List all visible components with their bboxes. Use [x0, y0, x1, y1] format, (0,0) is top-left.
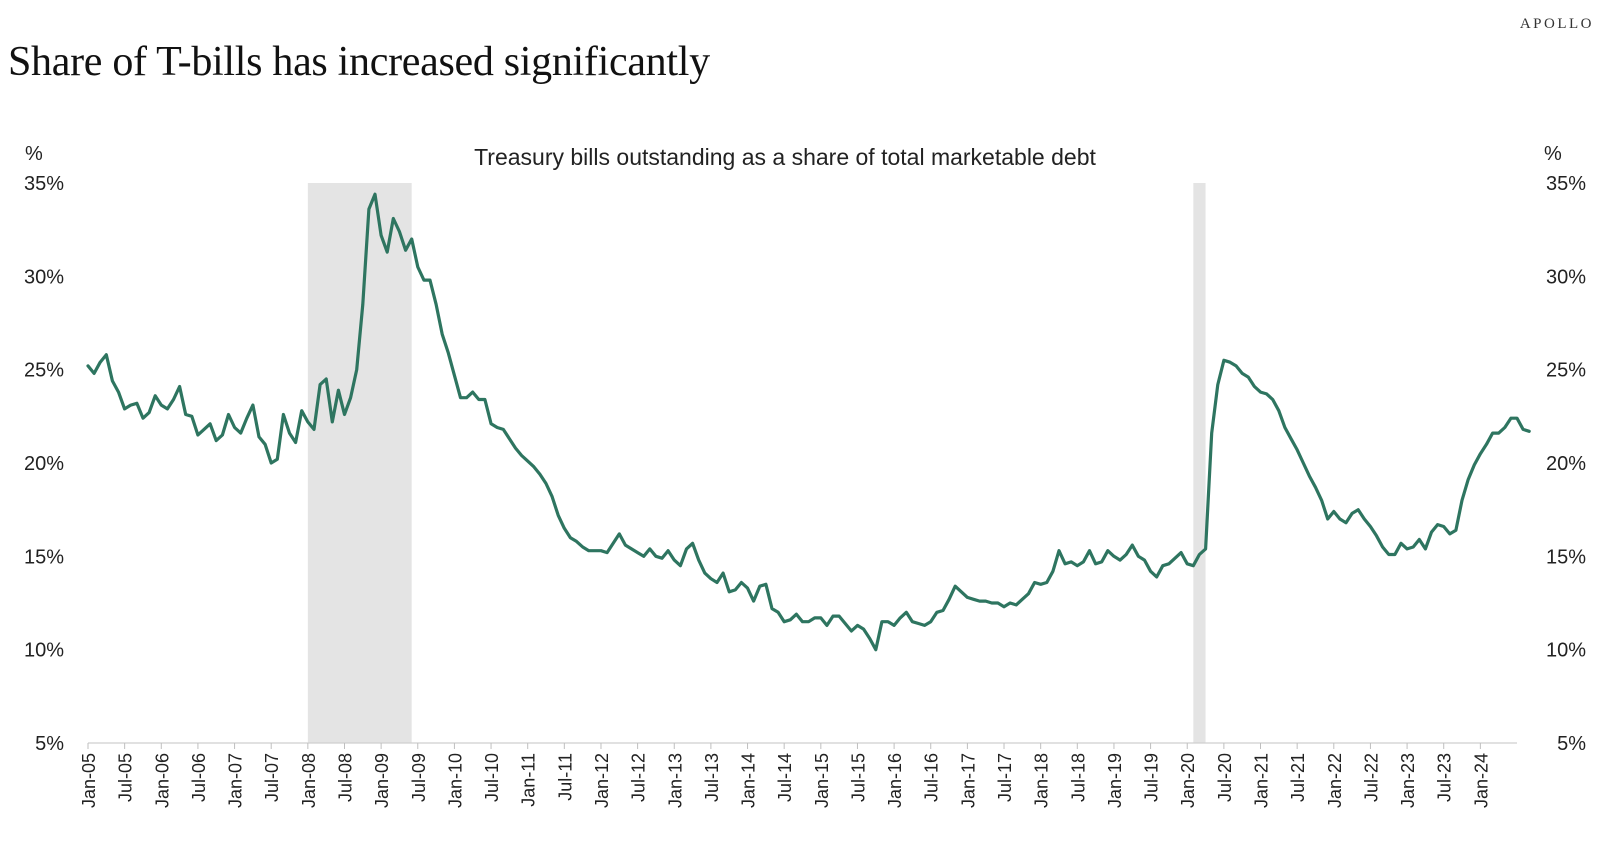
x-tick-label: Jul-12 — [629, 753, 649, 802]
x-tick-label: Jul-08 — [335, 753, 355, 802]
y-tick-label-left: 20% — [24, 453, 64, 475]
x-tick-label: Jul-11 — [555, 753, 575, 801]
x-tick-label: Jan-22 — [1325, 753, 1345, 808]
y-tick-label-left: 10% — [24, 640, 64, 662]
x-tick-label: Jan-09 — [372, 753, 392, 808]
y-tick-label-right: 10% — [1546, 640, 1586, 662]
x-tick-label: Jul-23 — [1435, 753, 1455, 802]
x-tick-label: Jan-21 — [1252, 753, 1272, 808]
x-tick-label: Jan-19 — [1105, 753, 1125, 808]
y-axis-unit-right: % — [1544, 143, 1562, 165]
y-axis-right: 5% 10% 15% 20% 25% 30% 35% — [1546, 173, 1586, 755]
recession-shading — [307, 183, 1206, 743]
page-title: Share of T-bills has increased significa… — [8, 39, 710, 85]
x-tick-label: Jan-14 — [739, 753, 759, 808]
x-tick-label: Jan-05 — [79, 753, 99, 808]
y-tick-label-right: 15% — [1546, 546, 1586, 568]
x-tick-label: Jul-15 — [848, 753, 868, 802]
x-tick-label: Jul-09 — [409, 753, 429, 802]
x-tick-label: Jan-17 — [958, 753, 978, 808]
y-tick-label-left: 5% — [35, 733, 64, 755]
x-tick-label: Jul-14 — [775, 753, 795, 802]
x-tick-label: Jul-22 — [1361, 753, 1381, 802]
x-tick-label: Jul-21 — [1288, 753, 1308, 802]
y-tick-label-right: 35% — [1546, 173, 1586, 195]
x-tick-label: Jan-16 — [885, 753, 905, 808]
y-tick-label-right: 5% — [1557, 733, 1586, 755]
x-tick-label: Jul-13 — [702, 753, 722, 802]
x-tick-label: Jan-23 — [1398, 753, 1418, 808]
x-tick-label: Jan-13 — [665, 753, 685, 808]
x-tick-label: Jul-17 — [995, 753, 1015, 802]
x-tick-label: Jul-10 — [482, 753, 502, 802]
y-tick-label-right: 25% — [1546, 360, 1586, 382]
x-tick-label: Jul-16 — [922, 753, 942, 802]
series-line-0 — [86, 192, 1531, 652]
x-tick-label: Jan-15 — [812, 753, 832, 808]
recession-band-0 — [307, 183, 412, 743]
x-tick-label: Jul-19 — [1142, 753, 1162, 802]
x-tick-label: Jul-05 — [116, 753, 136, 802]
x-tick-label: Jan-24 — [1471, 753, 1491, 808]
y-tick-label-left: 35% — [24, 173, 64, 195]
x-tick-label: Jan-06 — [152, 753, 172, 808]
x-tick-label: Jan-07 — [226, 753, 246, 808]
x-tick-label: Jan-11 — [519, 753, 539, 807]
recession-band-1 — [1193, 183, 1206, 743]
x-tick-label: Jul-20 — [1215, 753, 1235, 802]
x-tick-label: Jan-18 — [1032, 753, 1052, 808]
x-tick-label: Jan-08 — [299, 753, 319, 808]
y-axis-unit-left: % — [25, 143, 43, 165]
x-tick-label: Jul-18 — [1068, 753, 1088, 802]
y-tick-label-left: 30% — [24, 266, 64, 288]
x-tick-label: Jul-06 — [189, 753, 209, 802]
x-tick-label: Jan-20 — [1178, 753, 1198, 808]
series-lines — [86, 192, 1531, 652]
brand-logo: APOLLO — [1519, 16, 1594, 32]
x-tick-label: Jan-10 — [445, 753, 465, 808]
y-axis-left: 5% 10% 15% 20% 25% 30% 35% — [24, 173, 64, 755]
chart-title: Treasury bills outstanding as a share of… — [474, 144, 1096, 170]
x-axis: Jan-05 Jul-05 Jan-06 Jul-06 Jan-07 Jul-07 Jan-… — [79, 742, 1517, 808]
y-tick-label-right: 30% — [1546, 266, 1586, 288]
x-tick-label: Jan-12 — [592, 753, 612, 808]
x-tick-label: Jul-07 — [262, 753, 282, 802]
y-tick-label-right: 20% — [1546, 453, 1586, 475]
y-tick-label-left: 25% — [24, 360, 64, 382]
y-tick-label-left: 15% — [24, 546, 64, 568]
